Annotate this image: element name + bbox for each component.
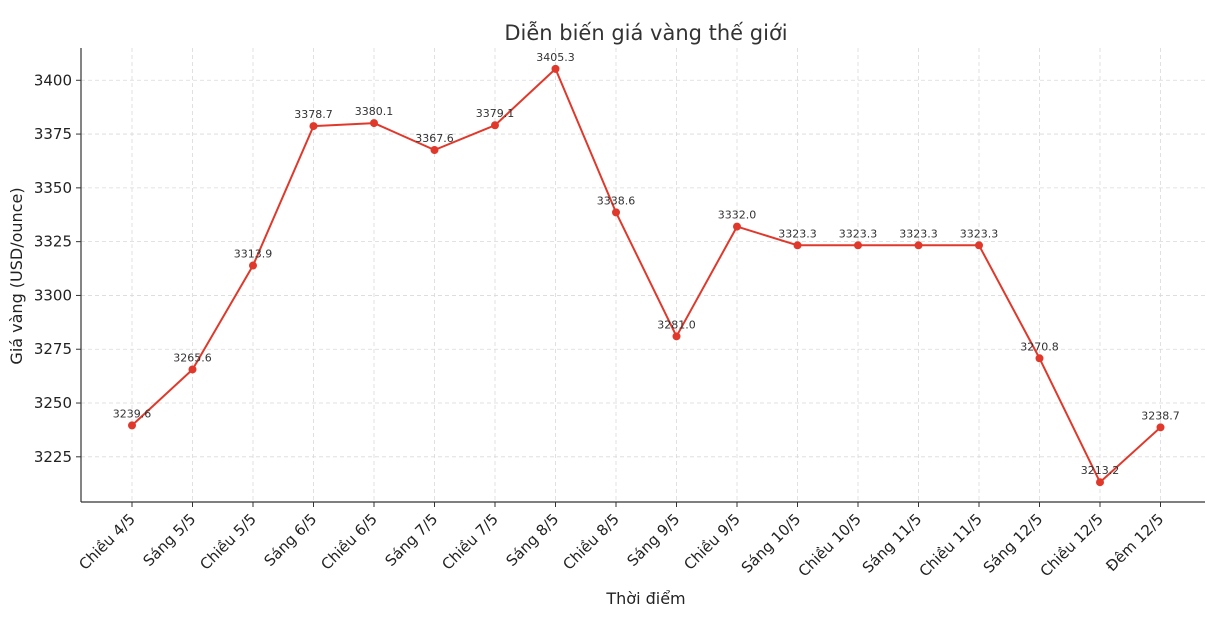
chart-title: Diễn biến giá vàng thế giới: [504, 20, 787, 45]
data-label: 3367.6: [415, 132, 454, 145]
data-labels: 3239.6 3265.6 3313.9 3378.7 3380.1 3367.6 3379…: [113, 51, 1180, 477]
y-tick-label: 3325: [34, 233, 72, 251]
x-tick-label: Chiều 10/5: [795, 510, 865, 580]
data-point: [370, 119, 378, 128]
data-point: [1096, 478, 1104, 487]
data-point: [188, 365, 197, 374]
data-label: 3323.3: [778, 227, 817, 240]
x-tick-label: Sáng 7/5: [381, 510, 441, 570]
x-tick-label: Chiều 6/5: [317, 510, 380, 573]
y-tick-label: 3300: [34, 286, 72, 304]
data-point: [128, 421, 136, 430]
data-label: 3380.1: [355, 105, 394, 118]
data-point: [975, 241, 983, 250]
data-point: [793, 241, 802, 250]
data-point: [551, 64, 560, 73]
data-label: 3239.6: [113, 407, 152, 420]
y-tick-label: 3250: [34, 394, 72, 412]
x-axis-label: Thời điểm: [605, 589, 685, 608]
x-tick-label: Chiều 9/5: [680, 510, 743, 573]
data-label: 3313.9: [234, 248, 273, 261]
data-point: [309, 122, 318, 131]
data-label: 3338.6: [597, 194, 636, 207]
y-axis-ticks: 3225 3250 3275 3300 3325 3350 3375 3400: [34, 71, 81, 466]
x-tick-label: Đêm 12/5: [1102, 510, 1167, 575]
data-label: 3378.7: [294, 108, 333, 121]
x-tick-label: Sáng 5/5: [139, 510, 199, 570]
data-point: [430, 145, 439, 154]
data-point: [1035, 354, 1044, 363]
x-tick-label: Sáng 8/5: [502, 510, 562, 570]
y-tick-label: 3375: [34, 125, 72, 143]
series-gold-price: [128, 64, 1165, 487]
y-tick-label: 3350: [34, 179, 72, 197]
data-point: [1156, 423, 1165, 432]
data-label: 3323.3: [899, 227, 938, 240]
data-point: [854, 241, 862, 250]
x-tick-label: Chiều 11/5: [916, 510, 986, 580]
data-point: [491, 121, 499, 130]
data-label: 3332.0: [718, 209, 757, 222]
y-axis-label: Giá vàng (USD/ounce): [7, 187, 26, 364]
axes: [80, 48, 1205, 503]
x-tick-label: Chiều 12/5: [1037, 510, 1107, 580]
data-label: 3405.3: [536, 51, 575, 64]
data-label: 3265.6: [173, 351, 212, 364]
data-point: [672, 332, 681, 341]
data-label: 3323.3: [960, 227, 999, 240]
data-point: [733, 222, 741, 231]
data-label: 3379.1: [476, 107, 515, 120]
data-label: 3270.8: [1020, 340, 1059, 353]
data-label: 3213.2: [1081, 464, 1120, 477]
data-point: [914, 241, 923, 250]
data-label: 3281.0: [657, 318, 696, 331]
y-tick-label: 3400: [34, 71, 72, 89]
x-tick-label: Chiều 7/5: [438, 510, 501, 573]
x-tick-label: Chiều 8/5: [559, 510, 622, 573]
x-tick-label: Sáng 6/5: [260, 510, 320, 570]
y-tick-label: 3275: [34, 340, 72, 358]
grid: [81, 48, 1205, 502]
data-point: [249, 261, 257, 270]
x-tick-label: Sáng 9/5: [623, 510, 683, 570]
x-tick-label: Chiều 5/5: [196, 510, 259, 573]
y-tick-label: 3225: [34, 448, 72, 466]
series-line: [131, 67, 1162, 484]
data-point: [612, 208, 620, 217]
x-tick-label: Chiều 4/5: [75, 510, 138, 573]
data-label: 3323.3: [839, 227, 878, 240]
data-label: 3238.7: [1141, 409, 1180, 422]
